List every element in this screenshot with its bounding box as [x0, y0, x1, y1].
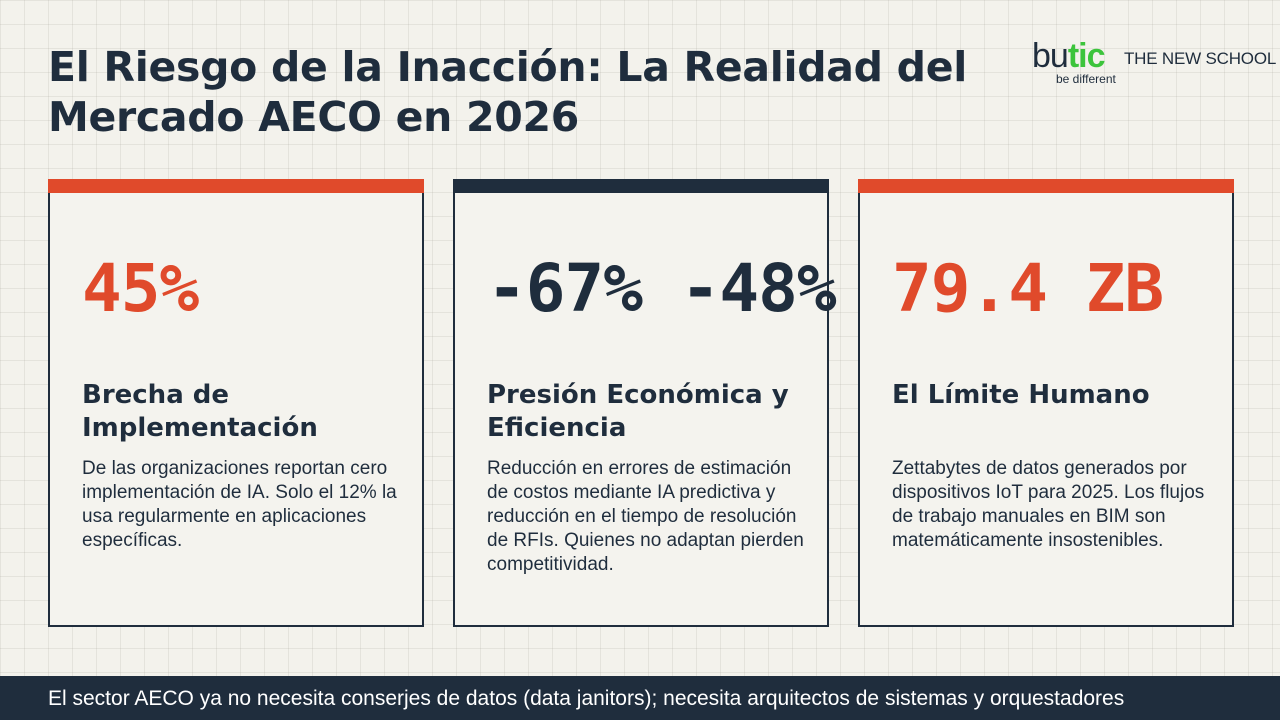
footer-banner: El sector AECO ya no necesita conserjes …	[0, 676, 1280, 720]
card-stat: -67% -48%	[487, 250, 837, 327]
logo-school-name: THE NEW SCHOOL	[1124, 49, 1277, 68]
card-body: Reducción en errores de estimación de co…	[487, 458, 804, 575]
card-economic-pressure: -67% -48% Presión Económica y Eficiencia…	[453, 179, 837, 627]
card-heading: Presión Económica y Eficiencia	[487, 380, 789, 443]
card-heading: El Límite Humano	[892, 380, 1150, 410]
card-stat: 45%	[82, 250, 199, 327]
butic-logo: butic THE NEW SCHOOL be different	[1032, 36, 1276, 92]
logo-tagline: be different	[1056, 72, 1116, 86]
logo-brand-accent: tic	[1067, 37, 1106, 75]
logo-wordmark: butic	[1032, 36, 1106, 76]
card-accent-bar	[858, 179, 1234, 193]
logo-brand-prefix: bu	[1032, 37, 1069, 75]
card-accent-bar	[453, 179, 829, 193]
card-body: Zettabytes de datos generados por dispos…	[892, 458, 1205, 551]
card-stat: 79.4 ZB	[892, 250, 1164, 327]
card-body: De las organizaciones reportan cero impl…	[82, 458, 397, 551]
card-heading: Brecha de Implementación	[82, 380, 318, 443]
card-accent-bar	[48, 179, 424, 193]
card-human-limit: 79.4 ZB El Límite Humano Zettabytes de d…	[858, 179, 1234, 627]
footer-text: El sector AECO ya no necesita conserjes …	[48, 687, 1125, 710]
page-title: El Riesgo de la Inacción: La Realidad de…	[48, 43, 967, 141]
card-implementation-gap: 45% Brecha de Implementación De las orga…	[48, 179, 424, 627]
